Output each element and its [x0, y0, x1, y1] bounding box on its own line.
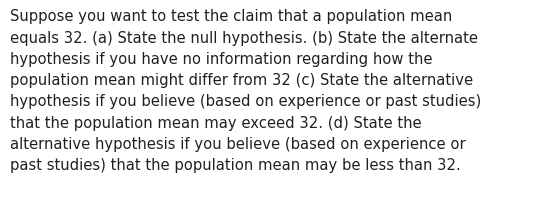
- Text: Suppose you want to test the claim that a population mean
equals 32. (a) State t: Suppose you want to test the claim that …: [10, 9, 482, 173]
